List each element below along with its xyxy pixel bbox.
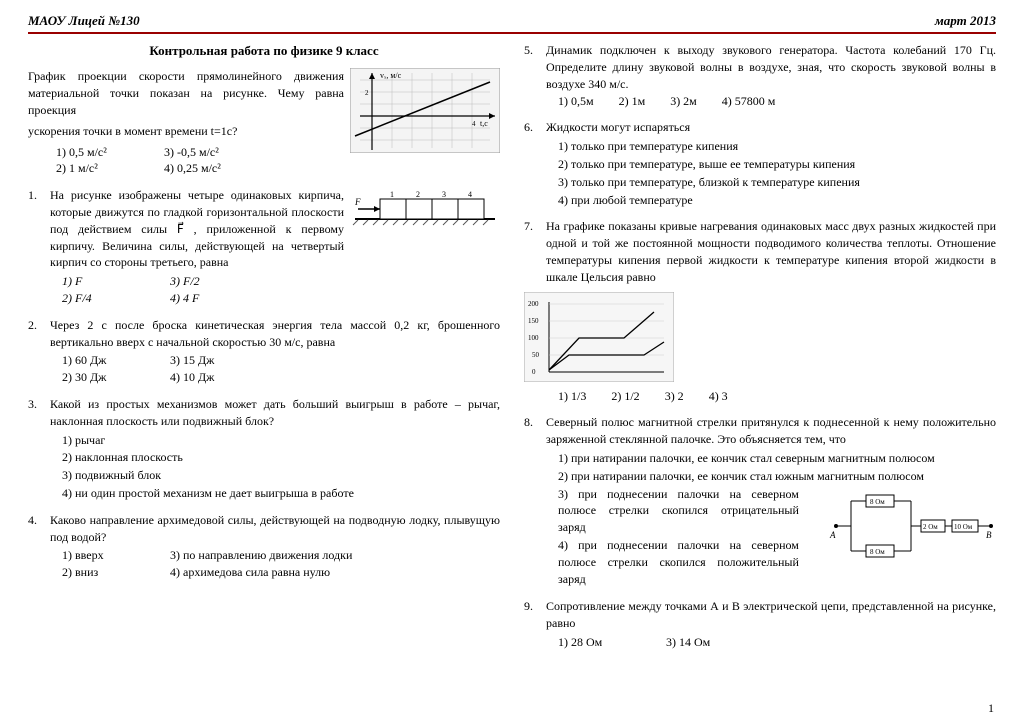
svg-text:2: 2 xyxy=(416,190,420,199)
svg-text:0: 0 xyxy=(532,368,536,376)
svg-text:150: 150 xyxy=(528,317,539,325)
svg-text:2 Ом: 2 Ом xyxy=(923,523,938,531)
question-2: 2. Через 2 с после броска кинетическая э… xyxy=(28,317,500,386)
question-4: 4. Каково направление архимедовой силы, … xyxy=(28,512,500,581)
svg-text:50: 50 xyxy=(532,351,540,359)
bricks-figure: 1 2 3 4 F xyxy=(350,187,500,227)
svg-text:200: 200 xyxy=(528,300,539,308)
svg-text:В: В xyxy=(986,530,992,540)
svg-text:3: 3 xyxy=(442,190,446,199)
svg-text:4: 4 xyxy=(468,190,472,199)
svg-text:8 Ом: 8 Ом xyxy=(870,498,885,506)
svg-text:4: 4 xyxy=(472,120,476,128)
q1-text: На рисунке изображены четыре одинаковых … xyxy=(50,187,344,271)
test-title: Контрольная работа по физике 9 класс xyxy=(28,42,500,60)
svg-text:10 Ом: 10 Ом xyxy=(954,523,973,531)
circuit-figure: А В 8 Ом 8 Ом 2 Ом 10 Ом xyxy=(826,486,996,566)
question-3: 3. Какой из простых механизмов может дат… xyxy=(28,396,500,502)
svg-text:F: F xyxy=(354,197,361,207)
page-number: 1 xyxy=(988,700,994,717)
velocity-graph-svg: vₓ, м/с t,с 2 4 xyxy=(350,68,500,153)
question-5: 5. Динамик подключен к выходу звукового … xyxy=(524,42,996,109)
svg-text:8 Ом: 8 Ом xyxy=(870,548,885,556)
svg-text:100: 100 xyxy=(528,334,539,342)
right-column: 5. Динамик подключен к выходу звукового … xyxy=(524,42,996,661)
intro-question: vₓ, м/с t,с 2 4 График проекции скорости… xyxy=(28,68,500,177)
question-1: 1 2 3 4 F 1. На рисунке изображены четыре … xyxy=(28,187,500,307)
question-6: 6. Жидкости могут испаряться 1) только п… xyxy=(524,119,996,208)
content-columns: Контрольная работа по физике 9 класс xyxy=(28,42,996,661)
header-left: МАОУ Лицей №130 xyxy=(28,12,140,30)
velocity-graph-figure: vₓ, м/с t,с 2 4 xyxy=(350,68,500,153)
svg-text:1: 1 xyxy=(390,190,394,199)
left-column: Контрольная работа по физике 9 класс xyxy=(28,42,500,661)
header-right: март 2013 xyxy=(935,12,996,30)
question-9: 9. Сопротивление между точками А и В эле… xyxy=(524,598,996,650)
heating-graph-figure: 0 50 100 150 200 xyxy=(524,292,996,382)
svg-text:vₓ, м/с: vₓ, м/с xyxy=(380,71,402,80)
question-7: 7. На графике показаны кривые нагревания… xyxy=(524,218,996,404)
q1-num: 1. xyxy=(28,187,46,271)
question-8: 8. Северный полюс магнитной стрелки прит… xyxy=(524,414,996,588)
svg-text:А: А xyxy=(829,530,836,540)
svg-text:2: 2 xyxy=(365,89,369,97)
svg-text:t,с: t,с xyxy=(480,119,488,128)
page-header: МАОУ Лицей №130 март 2013 xyxy=(28,12,996,34)
